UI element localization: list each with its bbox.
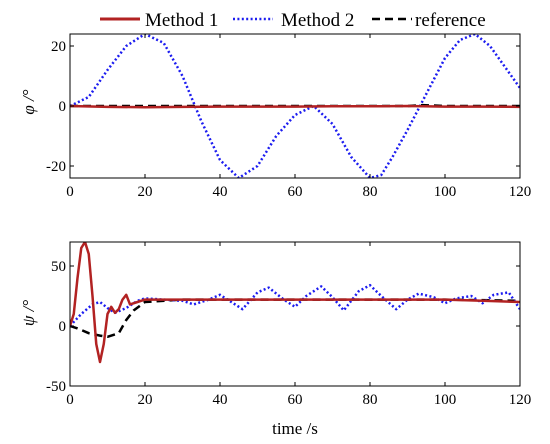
x-tick-label: 40 <box>213 392 228 408</box>
y-tick-label: 50 <box>51 259 66 275</box>
x-tick-label: 80 <box>363 392 378 408</box>
y-tick-label: -50 <box>46 379 66 395</box>
x-tick-label: 100 <box>434 392 457 408</box>
x-tick-label: 40 <box>213 184 228 200</box>
y-axis-label-psi: ψ /° <box>19 300 38 327</box>
x-tick-label: 120 <box>509 392 532 408</box>
x-tick-label: 80 <box>363 184 378 200</box>
legend: Method 1 Method 2 reference <box>100 10 486 31</box>
legend-label-method-1: Method 1 <box>145 10 218 31</box>
series-line-method-2 <box>70 283 520 327</box>
y-tick-label: 0 <box>59 99 67 115</box>
y-tick-label: 0 <box>59 319 67 335</box>
plot-frame <box>69 241 521 387</box>
y-tick-label: -20 <box>46 159 66 175</box>
y-tick-label: 20 <box>51 39 66 55</box>
x-tick-label: 60 <box>288 184 303 200</box>
series-line-method-1 <box>70 242 520 364</box>
legend-label-method-2: Method 2 <box>281 10 354 31</box>
x-tick-label: 20 <box>138 392 153 408</box>
x-tick-label: 100 <box>434 184 457 200</box>
x-tick-label: 60 <box>288 392 303 408</box>
x-tick-label: 0 <box>66 184 74 200</box>
series-line-method-2 <box>70 34 520 178</box>
x-tick-label: 20 <box>138 184 153 200</box>
x-axis-label-time: time /s <box>272 419 318 438</box>
x-tick-label: 0 <box>66 392 74 408</box>
y-axis-label-phi: φ /° <box>19 89 38 114</box>
series-line-reference <box>70 298 520 339</box>
series-line-method-1 <box>70 104 520 109</box>
legend-label-reference: reference <box>415 10 486 31</box>
x-tick-label: 120 <box>509 184 532 200</box>
